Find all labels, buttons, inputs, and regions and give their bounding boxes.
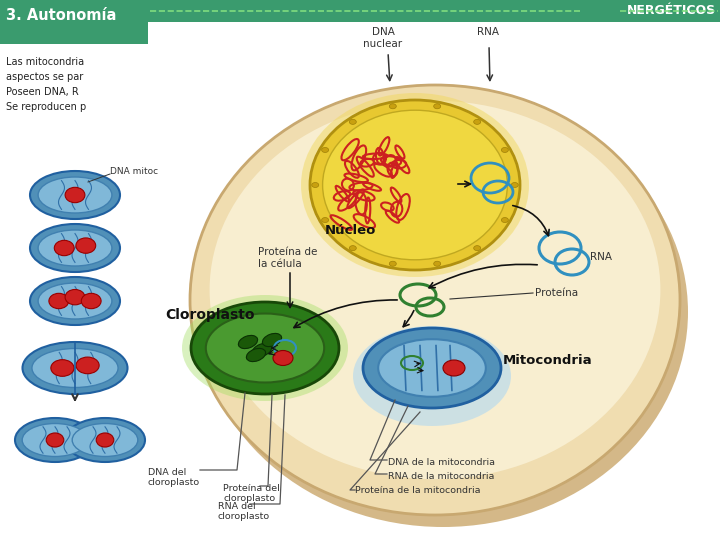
Ellipse shape <box>501 218 508 222</box>
Ellipse shape <box>15 418 95 462</box>
Ellipse shape <box>501 147 508 152</box>
Text: Cloroplasto: Cloroplasto <box>165 308 254 322</box>
Bar <box>0 0 148 44</box>
Ellipse shape <box>349 246 356 251</box>
Text: RNA de la mitocondria: RNA de la mitocondria <box>388 472 495 481</box>
Ellipse shape <box>51 360 74 376</box>
Ellipse shape <box>72 423 138 456</box>
Ellipse shape <box>433 104 441 109</box>
Ellipse shape <box>32 348 118 388</box>
Ellipse shape <box>301 93 529 277</box>
Text: Las mitocondria: Las mitocondria <box>6 57 84 67</box>
Text: Se reproducen p: Se reproducen p <box>6 102 86 112</box>
Ellipse shape <box>273 350 293 366</box>
Ellipse shape <box>312 183 319 187</box>
Ellipse shape <box>22 423 88 456</box>
Ellipse shape <box>378 339 486 397</box>
Ellipse shape <box>310 100 520 270</box>
Ellipse shape <box>65 187 85 202</box>
Bar <box>0 0 720 22</box>
Ellipse shape <box>38 230 112 266</box>
Ellipse shape <box>443 360 465 376</box>
Ellipse shape <box>474 119 481 124</box>
Ellipse shape <box>30 224 120 272</box>
Ellipse shape <box>390 261 396 266</box>
Ellipse shape <box>65 418 145 462</box>
Ellipse shape <box>182 295 348 401</box>
Ellipse shape <box>38 283 112 319</box>
Ellipse shape <box>46 433 64 447</box>
Text: Poseen DNA, R: Poseen DNA, R <box>6 87 78 97</box>
Ellipse shape <box>30 171 120 219</box>
Ellipse shape <box>49 293 68 309</box>
Text: Proteína de
la célula: Proteína de la célula <box>258 247 318 269</box>
Ellipse shape <box>474 246 481 251</box>
Ellipse shape <box>433 261 441 266</box>
Text: Proteína: Proteína <box>535 288 578 298</box>
Ellipse shape <box>246 348 266 362</box>
Text: DNA mitoc: DNA mitoc <box>110 167 158 177</box>
Ellipse shape <box>353 326 511 426</box>
Ellipse shape <box>322 147 328 152</box>
Ellipse shape <box>30 277 120 325</box>
Text: Proteína del
cloroplasto: Proteína del cloroplasto <box>223 484 280 503</box>
Ellipse shape <box>349 119 356 124</box>
Text: RNA: RNA <box>590 252 612 262</box>
Ellipse shape <box>54 240 74 255</box>
Ellipse shape <box>81 293 101 309</box>
Text: RNA: RNA <box>477 27 499 37</box>
Text: NERGÉTICOS: NERGÉTICOS <box>627 4 716 17</box>
Ellipse shape <box>96 433 114 447</box>
Text: DNA del
cloroplasto: DNA del cloroplasto <box>148 468 200 488</box>
Ellipse shape <box>65 289 85 305</box>
Ellipse shape <box>238 335 258 349</box>
Ellipse shape <box>210 101 660 479</box>
Ellipse shape <box>390 104 396 109</box>
Ellipse shape <box>262 333 282 347</box>
Ellipse shape <box>76 238 96 253</box>
Ellipse shape <box>206 314 324 382</box>
Ellipse shape <box>253 343 271 356</box>
Text: 3. Autonomía: 3. Autonomía <box>6 8 117 23</box>
Ellipse shape <box>191 302 339 394</box>
Text: DNA de la mitocondria: DNA de la mitocondria <box>388 458 495 467</box>
Ellipse shape <box>22 342 127 394</box>
Ellipse shape <box>323 110 508 260</box>
Ellipse shape <box>511 183 518 187</box>
Text: DNA
nuclear: DNA nuclear <box>364 27 402 49</box>
Text: Mitocondria: Mitocondria <box>503 354 593 367</box>
Ellipse shape <box>76 357 99 374</box>
Ellipse shape <box>38 177 112 213</box>
Text: Núcleo: Núcleo <box>324 224 376 237</box>
Text: RNA del
cloroplasto: RNA del cloroplasto <box>218 502 270 522</box>
Text: aspectos se par: aspectos se par <box>6 72 84 82</box>
Ellipse shape <box>198 97 688 527</box>
Ellipse shape <box>322 218 328 222</box>
Text: Proteína de la mitocondria: Proteína de la mitocondria <box>355 486 480 495</box>
Ellipse shape <box>363 328 501 408</box>
Ellipse shape <box>190 85 680 515</box>
